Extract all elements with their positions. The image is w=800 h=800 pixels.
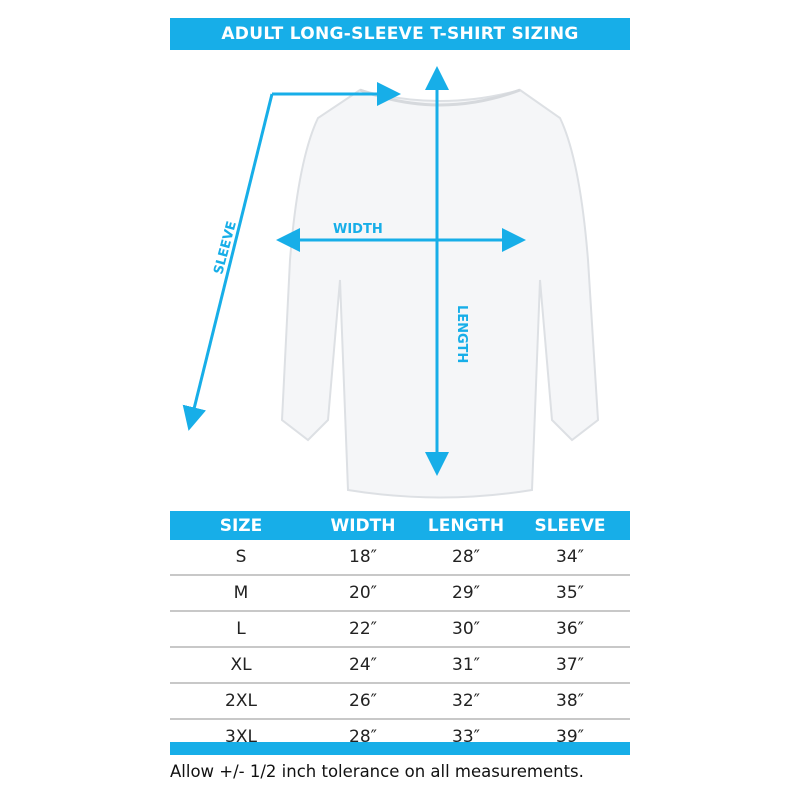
header-width: WIDTH [330, 515, 396, 536]
tolerance-note: Allow +/- 1/2 inch tolerance on all meas… [170, 762, 584, 781]
cell-sleeve: 35″ [556, 583, 584, 603]
header-length: LENGTH [427, 515, 505, 536]
width-label: WIDTH [333, 222, 383, 237]
header-sleeve: SLEEVE [534, 515, 606, 536]
bottom-bar [170, 742, 630, 755]
cell-size: 2XL [225, 691, 257, 711]
cell-size: S [235, 547, 247, 567]
cell-length: 31″ [452, 655, 480, 675]
shirt-illustration [280, 88, 600, 499]
cell-length: 30″ [452, 619, 480, 639]
cell-width: 18″ [349, 547, 377, 567]
cell-sleeve: 36″ [556, 619, 584, 639]
cell-width: 26″ [349, 691, 377, 711]
cell-length: 28″ [452, 547, 480, 567]
cell-sleeve: 34″ [556, 547, 584, 567]
cell-length: 29″ [452, 583, 480, 603]
cell-size: L [236, 619, 246, 639]
chart-title: ADULT LONG-SLEEVE T-SHIRT SIZING [170, 18, 630, 50]
cell-width: 20″ [349, 583, 377, 603]
cell-sleeve: 37″ [556, 655, 584, 675]
cell-sleeve: 38″ [556, 691, 584, 711]
cell-length: 32″ [452, 691, 480, 711]
cell-size: M [233, 583, 249, 603]
sleeve-label: SLEEVE [211, 220, 240, 276]
table-row: XL 24″ 31″ 37″ [170, 648, 630, 684]
table-row: S 18″ 28″ 34″ [170, 540, 630, 576]
length-label: LENGTH [454, 305, 469, 363]
shirt-diagram: WIDTH LENGTH SLEEVE [182, 66, 600, 499]
sleeve-arrow [182, 93, 274, 431]
cell-width: 24″ [349, 655, 377, 675]
table-header: SIZE WIDTH LENGTH SLEEVE [170, 511, 630, 540]
table-row: 2XL 26″ 32″ 38″ [170, 684, 630, 720]
cell-size: XL [230, 655, 252, 675]
table-row: L 22″ 30″ 36″ [170, 612, 630, 648]
header-size: SIZE [219, 515, 263, 536]
table-row: M 20″ 29″ 35″ [170, 576, 630, 612]
size-table: SIZE WIDTH LENGTH SLEEVE S 18″ 28″ 34″ M 20″ 2… [170, 511, 630, 754]
cell-width: 22″ [349, 619, 377, 639]
